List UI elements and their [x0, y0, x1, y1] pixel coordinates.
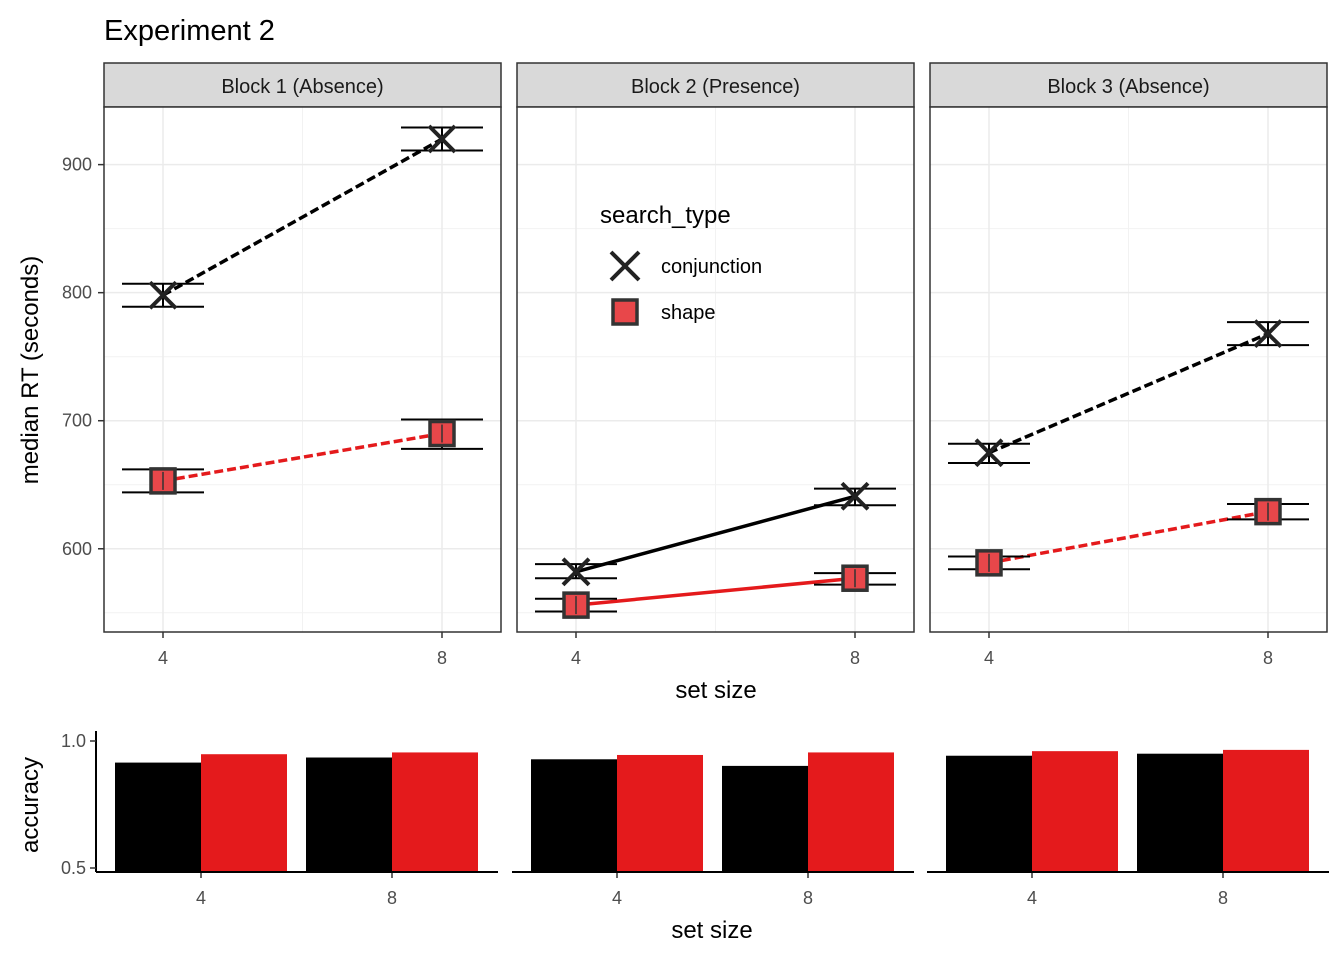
bar-shape [808, 752, 894, 872]
series-line-shape [162, 431, 443, 483]
accuracy-y-axis-title: accuracy [17, 757, 44, 853]
point-stroke [840, 481, 870, 511]
legend-label-conjunction: conjunction [661, 256, 762, 278]
point-conjunction [974, 438, 1004, 468]
legend-title: search_type [600, 202, 731, 229]
point-conjunction [561, 557, 591, 587]
x-tick-label: 8 [850, 648, 860, 668]
point-stroke [148, 280, 178, 310]
x-tick-label: 8 [1263, 648, 1273, 668]
bar-conjunction [1137, 753, 1223, 872]
chart-title: Experiment 2 [104, 15, 275, 47]
bar-conjunction [722, 765, 808, 872]
bar-shape [617, 754, 703, 872]
x-tick-label: 4 [571, 648, 581, 668]
y-tick-label: 0.5 [61, 858, 86, 878]
x-tick-label: 4 [196, 888, 206, 908]
rt-y-axis-title: median RT (seconds) [17, 256, 44, 485]
rt-panel-2: Block 2 (Presence) 4 8 [516, 62, 915, 668]
legend-key-shape [611, 298, 639, 326]
x-tick-label: 4 [612, 888, 622, 908]
panel-border [929, 106, 1328, 633]
legend-key-conjunction [609, 250, 641, 282]
series-line-conjunction [162, 137, 443, 297]
series-line-conjunction [988, 332, 1269, 455]
accuracy-x-axis-title: set size [671, 917, 752, 944]
x-tick-label: 8 [437, 648, 447, 668]
y-tick-label: 1.0 [61, 731, 86, 751]
strip-background [516, 62, 915, 108]
strip-label: Block 1 (Absence) [221, 76, 383, 98]
bar-shape [201, 754, 287, 872]
y-tick-label: 700 [62, 411, 92, 431]
point-conjunction [840, 481, 870, 511]
point-stroke [427, 124, 457, 154]
rt-panel-3: Block 3 (Absence) 4 8 [929, 62, 1328, 668]
bar-conjunction [115, 762, 201, 872]
point-stroke [561, 557, 591, 587]
rt-plot: Block 1 (Absence) 4 8 600 700 800 900 Block 2 (… [62, 62, 1328, 668]
bar-shape [1032, 751, 1118, 872]
panel-border [103, 106, 502, 633]
series-line-conjunction [575, 494, 856, 574]
accuracy-plot: 4 80.51.04 8 4 8 [61, 731, 1329, 908]
rt-x-axis-title: set size [675, 677, 756, 704]
legend: search_type conjunction shape [600, 202, 762, 326]
point-conjunction [427, 124, 457, 154]
y-tick-label: 800 [62, 283, 92, 303]
strip-background [103, 62, 502, 108]
x-tick-label: 4 [158, 648, 168, 668]
y-tick-label: 600 [62, 539, 92, 559]
bar-conjunction [531, 759, 617, 872]
x-tick-label: 8 [803, 888, 813, 908]
strip-label: Block 3 (Absence) [1047, 76, 1209, 98]
point-stroke [1253, 319, 1283, 349]
strip-label: Block 2 (Presence) [631, 76, 800, 98]
panel-border [516, 106, 915, 633]
point-stroke [974, 438, 1004, 468]
y-tick-label: 900 [62, 155, 92, 175]
bar-shape [392, 752, 478, 872]
point-conjunction [148, 280, 178, 310]
accuracy-panel-1: 4 8 0.5 1.0 [61, 731, 498, 908]
series-line-shape [988, 509, 1269, 565]
bar-conjunction [946, 755, 1032, 872]
rt-panel-1: Block 1 (Absence) 4 8 600 700 800 900 [62, 62, 502, 668]
bar-conjunction [306, 757, 392, 872]
x-tick-label: 8 [1218, 888, 1228, 908]
x-tick-label: 4 [1027, 888, 1037, 908]
series-line-shape [575, 576, 856, 607]
bar-shape [1223, 749, 1309, 872]
legend-label-shape: shape [661, 302, 716, 324]
x-tick-label: 4 [984, 648, 994, 668]
x-tick-label: 8 [387, 888, 397, 908]
point-conjunction [1253, 319, 1283, 349]
